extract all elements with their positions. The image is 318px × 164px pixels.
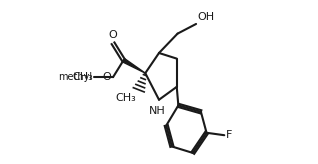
Text: NH: NH: [149, 106, 166, 116]
Text: OH: OH: [198, 12, 215, 22]
Text: CH₃: CH₃: [116, 93, 136, 103]
Polygon shape: [122, 59, 145, 73]
Text: O: O: [103, 72, 111, 82]
Text: CH₃: CH₃: [72, 72, 93, 82]
Text: F: F: [226, 130, 232, 140]
Text: O: O: [109, 30, 117, 40]
Text: methyl: methyl: [58, 72, 92, 82]
